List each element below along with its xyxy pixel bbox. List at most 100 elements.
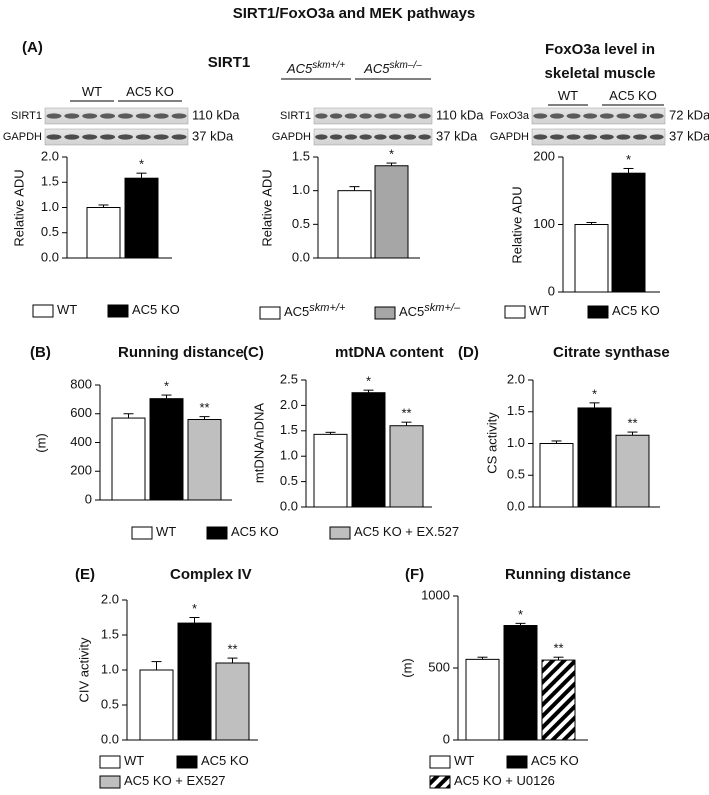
panel-label: (F) bbox=[405, 566, 424, 583]
blot-band bbox=[633, 134, 648, 140]
legend-swatch bbox=[374, 306, 396, 320]
blot-band bbox=[315, 134, 328, 140]
blot-group-label: WT bbox=[82, 84, 102, 99]
legend-label: WT bbox=[57, 302, 77, 317]
y-tick-label: 0.5 bbox=[280, 473, 298, 488]
blot-band bbox=[418, 134, 431, 140]
significance-mark: ** bbox=[227, 642, 237, 657]
blot-group-label: AC5 KO bbox=[609, 88, 657, 103]
blot-group-label: WT bbox=[558, 88, 578, 103]
error-bar bbox=[515, 622, 526, 626]
blot-band bbox=[135, 113, 151, 119]
legend-swatch bbox=[259, 306, 281, 320]
legend-label: AC5 KO bbox=[612, 303, 660, 318]
chart-title: mtDNA content bbox=[335, 344, 444, 361]
y-tick-label: 600 bbox=[70, 405, 92, 420]
bar bbox=[111, 417, 146, 501]
panel-label: (A) bbox=[22, 39, 43, 56]
text-part: skm–/– bbox=[390, 60, 423, 71]
y-tick-label: 2.5 bbox=[280, 371, 298, 386]
text-part: AC5 KO + U0126 bbox=[454, 773, 555, 788]
significance-mark: * bbox=[389, 146, 394, 161]
bar bbox=[615, 434, 650, 508]
error-bar bbox=[551, 440, 562, 444]
error-bar bbox=[136, 172, 147, 179]
blot-group-label: AC5skm+/+ bbox=[286, 60, 345, 77]
bar bbox=[577, 407, 612, 508]
error-bar bbox=[401, 421, 412, 426]
legend-swatch bbox=[131, 526, 153, 540]
blot-row-label: GAPDH bbox=[490, 131, 529, 143]
bar bbox=[574, 224, 609, 293]
chart-title: Running distance bbox=[118, 344, 244, 361]
y-tick-label: 0 bbox=[443, 731, 450, 746]
y-tick-label: 1000 bbox=[421, 587, 450, 602]
legend-swatch bbox=[107, 304, 129, 318]
error-bar bbox=[349, 186, 360, 191]
chart-title: Complex IV bbox=[170, 566, 252, 583]
text-part: AC5 KO bbox=[531, 753, 579, 768]
legend-swatch bbox=[504, 305, 526, 319]
legend-label: AC5skm+/+ bbox=[284, 302, 346, 320]
error-bar bbox=[151, 661, 162, 670]
blot-band bbox=[82, 113, 98, 119]
bar bbox=[611, 172, 646, 293]
error-bar bbox=[386, 162, 397, 166]
legend-swatch bbox=[506, 755, 528, 769]
y-tick-label: 1.0 bbox=[101, 661, 119, 676]
blot-row-label: SIRT1 bbox=[11, 110, 42, 122]
chart-title: Citrate synthase bbox=[553, 344, 670, 361]
text-part: WT bbox=[156, 524, 176, 539]
y-tick-label: 1.0 bbox=[292, 182, 310, 197]
y-tick-label: 1.5 bbox=[101, 626, 119, 641]
y-tick-label: 0.0 bbox=[292, 249, 310, 264]
bar bbox=[374, 165, 409, 259]
y-tick-label: 200 bbox=[70, 463, 92, 478]
blot-band bbox=[46, 134, 62, 140]
bar bbox=[503, 625, 538, 741]
error-bar bbox=[98, 204, 109, 208]
panel-label: (E) bbox=[75, 566, 95, 583]
panel-label: (D) bbox=[458, 344, 479, 361]
blot-row-label: SIRT1 bbox=[280, 110, 311, 122]
legend-label: AC5skm+/– bbox=[399, 302, 461, 320]
text-part: AC5 KO bbox=[231, 524, 279, 539]
blot-group-label: AC5 KO bbox=[126, 84, 174, 99]
y-tick-label: 2.0 bbox=[101, 591, 119, 606]
y-tick-label: 0.5 bbox=[41, 224, 59, 239]
legend-label: AC5 KO bbox=[531, 753, 579, 768]
blot-size-label: 72 kDa bbox=[669, 107, 709, 122]
y-tick-label: 1.0 bbox=[507, 435, 525, 450]
blot-band bbox=[599, 134, 614, 140]
blot-band bbox=[649, 134, 664, 140]
y-tick-label: 0.0 bbox=[41, 249, 59, 264]
blot-size-label: 37 kDa bbox=[192, 128, 234, 143]
y-tick-label: 0.0 bbox=[507, 498, 525, 513]
y-tick-label: 1.0 bbox=[280, 448, 298, 463]
y-tick-label: 1.5 bbox=[507, 403, 525, 418]
chart-title: FoxO3a level in bbox=[545, 41, 655, 58]
text-part: skm+/+ bbox=[312, 60, 345, 71]
blot-band bbox=[418, 113, 431, 119]
blot-band bbox=[117, 134, 133, 140]
bar bbox=[215, 662, 250, 741]
blot-group-label: AC5skm–/– bbox=[363, 60, 422, 77]
y-axis-label: mtDNA/nDNA bbox=[251, 403, 266, 484]
blot-band bbox=[599, 113, 614, 119]
figure-title: SIRT1/FoxO3a and MEK pathways bbox=[233, 5, 476, 22]
y-tick-label: 1.5 bbox=[280, 422, 298, 437]
blot-band bbox=[388, 134, 402, 140]
y-axis-label: (m) bbox=[399, 658, 414, 678]
y-axis-label: Relative ADU bbox=[259, 169, 274, 246]
blot-band bbox=[153, 134, 169, 140]
blot-strip bbox=[531, 128, 666, 146]
blot-band bbox=[117, 113, 133, 119]
chart-title: Running distance bbox=[505, 566, 631, 583]
error-bar bbox=[325, 431, 336, 435]
significance-mark: ** bbox=[553, 641, 563, 656]
blot-band bbox=[344, 113, 358, 119]
significance-mark: * bbox=[164, 379, 169, 394]
legend-label: WT bbox=[124, 753, 144, 768]
blot-band bbox=[533, 113, 548, 119]
blot-band bbox=[549, 113, 564, 119]
